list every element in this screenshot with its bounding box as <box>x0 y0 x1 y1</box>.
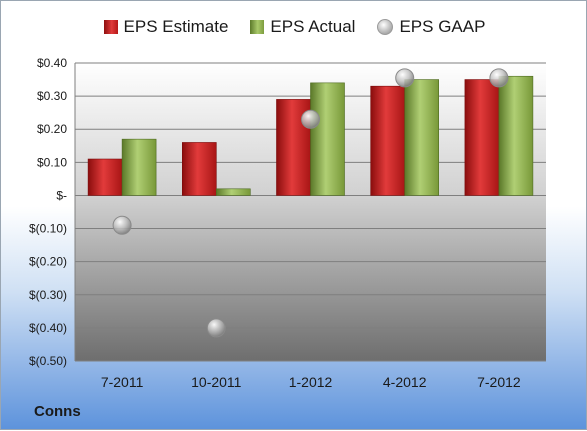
legend-swatch-eps-gaap <box>377 19 394 35</box>
y-tick-label: $(0.40) <box>29 321 67 335</box>
bar-eps-estimate <box>370 85 406 196</box>
point-eps-gaap <box>301 109 320 129</box>
legend-item-eps-gaap: EPS GAAP <box>377 17 485 37</box>
x-tick-label: 7-2011 <box>101 374 144 390</box>
bar-eps-estimate <box>182 142 217 196</box>
bar-eps-actual <box>404 79 440 196</box>
y-tick-label: $0.20 <box>37 122 67 136</box>
legend-label-eps-gaap: EPS GAAP <box>399 17 486 36</box>
bar-eps-estimate <box>464 79 500 196</box>
y-tick-label: $0.40 <box>37 56 67 70</box>
x-tick-label: 1-2012 <box>289 374 333 390</box>
bar-eps-estimate <box>87 158 123 196</box>
y-tick-label: $(0.30) <box>29 288 67 302</box>
x-tick-label: 7-2012 <box>477 374 521 390</box>
bar-eps-actual <box>498 75 534 196</box>
x-tick-label: 10-2011 <box>191 374 242 390</box>
y-tick-label: $(0.20) <box>29 255 67 269</box>
legend-swatch-eps-estimate <box>103 20 118 34</box>
point-eps-gaap <box>112 215 132 235</box>
bar-eps-actual <box>121 138 157 196</box>
point-eps-gaap <box>489 68 509 88</box>
point-eps-gaap <box>206 318 226 338</box>
legend-item-eps-estimate: EPS Estimate <box>103 17 229 37</box>
y-tick-label: $- <box>56 188 67 202</box>
x-tick-label: 4-2012 <box>383 374 427 390</box>
legend-label-eps-estimate: EPS Estimate <box>123 17 229 36</box>
bar-eps-actual <box>310 82 345 196</box>
legend-swatch-eps-actual <box>250 20 265 34</box>
legend-label-eps-actual: EPS Actual <box>270 17 356 36</box>
y-tick-label: $(0.50) <box>29 354 67 368</box>
legend-item-eps-actual: EPS Actual <box>250 17 355 37</box>
y-tick-label: $(0.10) <box>29 222 67 236</box>
company-label: Conns <box>34 403 81 420</box>
point-eps-gaap <box>395 68 415 88</box>
y-tick-label: $0.30 <box>37 89 67 103</box>
legend: EPS Estimate EPS Actual EPS GAAP <box>1 17 587 37</box>
bar-eps-actual <box>216 188 251 196</box>
y-tick-label: $0.10 <box>37 155 67 169</box>
